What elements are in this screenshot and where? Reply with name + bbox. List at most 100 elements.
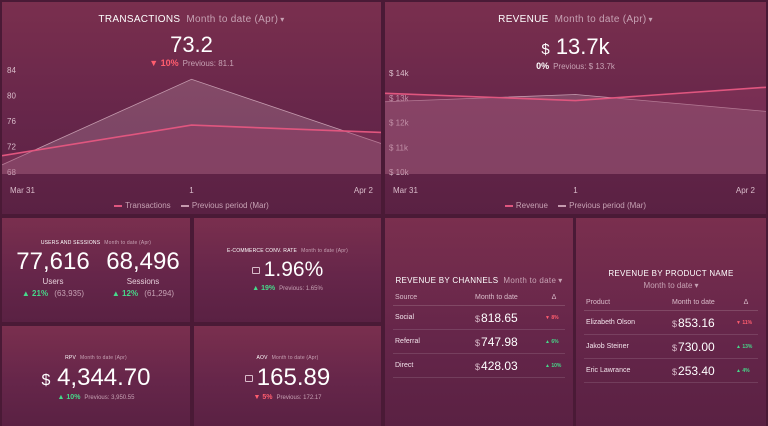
sessions-delta: ▲ 12% [111, 289, 139, 298]
transactions-period-selector[interactable]: Month to date (Apr) ▾ [186, 14, 285, 25]
col-month-to-date[interactable]: Month to date [473, 292, 543, 306]
legend-swatch-previous [180, 204, 189, 207]
ecommerce-header: E-COMMERCE CONV. RATE Month to date (Apr) [194, 248, 381, 254]
legend-previous[interactable]: Previous period (Mar) [180, 201, 269, 210]
row-source: Direct [393, 353, 473, 378]
table-row[interactable]: Direct $428.03 ▲ 10% [393, 353, 565, 378]
table-row[interactable]: Social $818.65 ▼ 8% [393, 305, 565, 330]
users-sessions-title: USERS AND SESSIONS [40, 240, 101, 246]
users-previous: (63,935) [54, 289, 85, 298]
legend-previous[interactable]: Previous period (Mar) [558, 201, 646, 210]
revenue-previous: Previous: $ 13.7k [553, 62, 615, 71]
rpv-value-wrap: $ 4,344.70 [2, 364, 190, 392]
transactions-panel: TRANSACTIONS Month to date (Apr) ▾ 73.2 ▼ … [2, 2, 381, 214]
sessions-label: Sessions [126, 277, 160, 286]
channels-period-selector[interactable]: Month to date ▾ [503, 276, 563, 285]
transactions-legend: Transactions Previous period (Mar) [2, 201, 381, 210]
y-tick-label: $ 12k [389, 119, 410, 128]
aov-period-selector[interactable]: Month to date (Apr) [271, 355, 319, 361]
legend-current[interactable]: Revenue [504, 201, 548, 210]
row-delta: ▲ 13% [734, 334, 758, 359]
aov-value-wrap: 165.89 [194, 364, 381, 392]
x-tick-label: Apr 2 [736, 186, 756, 195]
transactions-header: TRANSACTIONS Month to date (Apr) ▾ [2, 14, 381, 25]
col-delta[interactable]: Δ [543, 292, 565, 306]
chevron-down-icon: ▾ [280, 15, 285, 24]
table-row[interactable]: Jakob Steiner $730.00 ▲ 13% [584, 334, 758, 359]
rpv-panel: RPV Month to date (Apr) $ 4,344.70 ▲ 10% P… [2, 326, 190, 426]
row-source: Social [393, 305, 473, 330]
users-sessions-panel: USERS AND SESSIONS Month to date (Apr) 77… [2, 218, 190, 322]
transactions-delta-line: ▼ 10% Previous: 81.1 [2, 58, 381, 68]
table-row[interactable]: Referral $747.98 ▲ 6% [393, 329, 565, 354]
legend-swatch-current [504, 204, 513, 207]
table-header-row: Product Month to date Δ [584, 297, 758, 311]
row-value: $730.00 [670, 334, 734, 359]
legend-current[interactable]: Transactions [114, 201, 171, 210]
y-tick-label: 84 [7, 66, 16, 75]
channels-table: Source Month to date Δ Social $818.65 ▼ … [393, 292, 565, 378]
rpv-delta-line: ▲ 10% Previous: 3,950.55 [2, 394, 190, 401]
ecommerce-delta-line: ▲ 19% Previous: 1.65% [194, 285, 381, 292]
row-value: $253.40 [670, 358, 734, 383]
x-tick-label: Apr 2 [354, 186, 374, 195]
table-row[interactable]: Eric Lawrance $253.40 ▲ 4% [584, 358, 758, 383]
row-value: $853.16 [670, 310, 734, 335]
revenue-header: REVENUE Month to date (Apr) ▾ [385, 14, 766, 25]
transactions-value: 73.2 [170, 32, 213, 57]
table-header-row: Source Month to date Δ [393, 292, 565, 306]
row-value: $818.65 [473, 305, 543, 330]
rpv-period-selector[interactable]: Month to date (Apr) [80, 355, 127, 361]
sessions-value: 68,496 [106, 248, 180, 275]
row-delta: ▲ 4% [734, 358, 758, 383]
y-tick-label: 68 [7, 168, 16, 177]
col-month-to-date[interactable]: Month to date [670, 297, 734, 311]
aov-panel: AOV Month to date (Apr) 165.89 ▼ 5% Previo… [194, 326, 381, 426]
x-tick-label: Mar 31 [393, 186, 418, 195]
y-tick-label: $ 14k [389, 69, 410, 78]
row-delta: ▼ 11% [734, 310, 758, 335]
previous-area [2, 79, 381, 174]
previous-area [385, 94, 766, 174]
revenue-value-wrap: $ 13.7k [385, 34, 766, 60]
chevron-down-icon: ▾ [558, 276, 563, 285]
users-label: Users [42, 277, 64, 286]
aov-previous: Previous: 172.17 [276, 395, 322, 401]
current-line [2, 124, 381, 157]
rpv-value: 4,344.70 [57, 364, 151, 391]
revenue-chart: $ 14k $ 13k $ 12k $ 11k $ 10k Mar 31 1 Apr 2 [385, 69, 766, 195]
products-period-selector[interactable]: Month to date ▾ [643, 281, 699, 290]
revenue-value: 13.7k [555, 34, 610, 59]
aov-title: AOV [256, 355, 268, 361]
current-line [385, 86, 766, 102]
ecommerce-value: 1.96% [263, 258, 324, 281]
col-product[interactable]: Product [584, 297, 670, 311]
row-delta: ▲ 10% [543, 353, 565, 378]
col-delta[interactable]: Δ [734, 297, 758, 311]
ecommerce-previous: Previous: 1.65% [279, 286, 323, 292]
row-source: Referral [393, 329, 473, 354]
rpv-previous: Previous: 3,950.55 [84, 395, 135, 401]
x-tick-label: 1 [573, 186, 578, 195]
bag-icon [244, 375, 253, 383]
revenue-panel: REVENUE Month to date (Apr) ▾ $ 13.7k 0% Pr… [385, 2, 766, 214]
revenue-period-selector[interactable]: Month to date (Apr) ▾ [554, 14, 653, 25]
table-row[interactable]: Elizabeth Olson $853.16 ▼ 11% [584, 310, 758, 335]
current-area [385, 87, 766, 174]
revenue-legend: Revenue Previous period (Mar) [385, 201, 766, 210]
users-value: 77,616 [16, 248, 90, 275]
users-metric: 77,616 Users ▲ 21% (63,935) [6, 248, 100, 298]
col-source[interactable]: Source [393, 292, 473, 306]
sessions-previous: (61,294) [144, 289, 175, 298]
row-delta: ▲ 6% [543, 329, 565, 354]
ecommerce-panel: E-COMMERCE CONV. RATE Month to date (Apr)… [194, 218, 381, 322]
revenue-currency: $ [541, 41, 550, 58]
legend-swatch-current [114, 204, 123, 207]
revenue-delta: 0% [536, 61, 550, 71]
rpv-currency: $ [41, 372, 51, 389]
users-sessions-period-selector[interactable]: Month to date (Apr) [104, 240, 152, 246]
ecommerce-period-selector[interactable]: Month to date (Apr) [301, 248, 348, 254]
revenue-by-product-panel: REVENUE BY PRODUCT NAME Month to date ▾ P… [576, 218, 766, 426]
transactions-chart: 84 80 76 72 68 Mar 31 1 Apr 2 [2, 66, 381, 195]
current-area [2, 125, 381, 174]
